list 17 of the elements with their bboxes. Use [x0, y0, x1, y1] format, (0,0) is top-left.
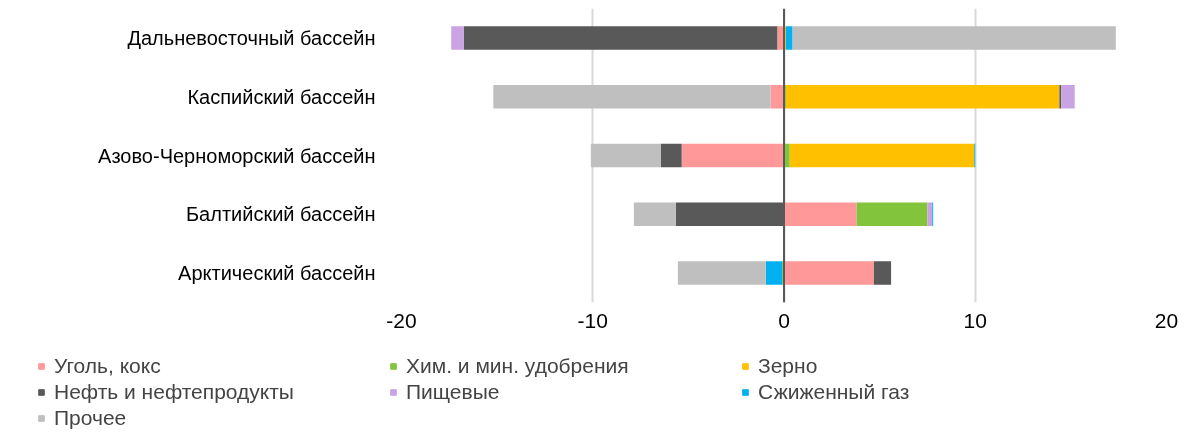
legend-label: Пищевые — [406, 380, 501, 404]
y-tick-label: Арктический бассейн — [178, 262, 376, 285]
y-tick-label: Азово-Черноморский бассейн — [98, 144, 376, 167]
x-tick-label: 10 — [963, 308, 987, 332]
legend-label: Прочее — [54, 406, 128, 430]
legend-label: Уголь, кокс — [54, 354, 162, 378]
x-tick-label: -20 — [386, 308, 417, 332]
legend-label: Хим. и мин. удобрения — [406, 354, 630, 378]
y-tick-label: Каспийский бассейн — [187, 85, 376, 108]
legend-label: Зерно — [758, 354, 819, 378]
x-tick-label: 0 — [778, 308, 790, 332]
x-tick-label: 20 — [1154, 308, 1179, 332]
legend-label: Нефть и нефтепродукты — [54, 380, 295, 404]
y-tick-label: Дальневосточный бассейн — [127, 26, 376, 49]
y-tick-label: Балтийский бассейн — [185, 203, 376, 226]
legend-label: Сжиженный газ — [758, 380, 911, 404]
x-tick-label: -10 — [577, 308, 608, 332]
